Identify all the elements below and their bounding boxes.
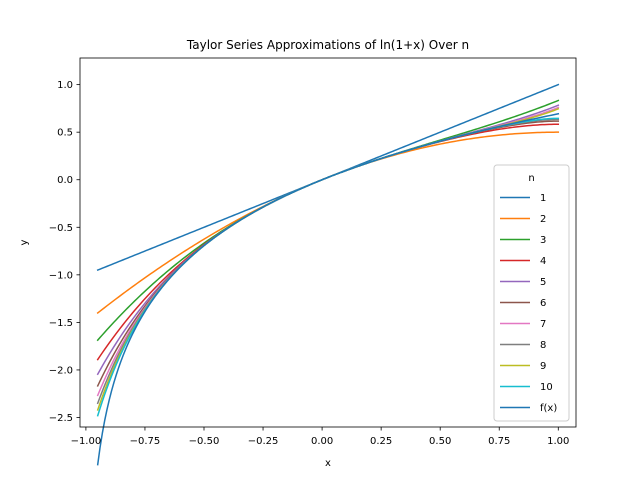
x-tick-label: −0.25 [248, 436, 279, 447]
legend-label-7: 7 [540, 319, 546, 330]
y-tick-label: −0.5 [49, 223, 73, 234]
y-tick-label: −2.0 [49, 365, 73, 376]
x-tick-label: 0.25 [370, 436, 392, 447]
legend-label-3: 3 [540, 235, 546, 246]
plot-frame [79, 57, 577, 428]
legend-label-1: 1 [540, 193, 546, 204]
x-tick-label: −1.00 [71, 436, 102, 447]
legend-label-9: 9 [540, 361, 546, 372]
legend-label-f(x): f(x) [540, 403, 557, 414]
y-tick-label: −1.0 [49, 270, 73, 281]
x-axis: −1.00 −0.75 −0.50 −0.25 0.00 0.25 0.50 0.75 1.00 [71, 427, 569, 447]
y-tick-label: −1.5 [49, 318, 73, 329]
legend-label-8: 8 [540, 340, 546, 351]
series-line-6 [96, 120, 560, 387]
y-tick-label: 1.0 [57, 80, 73, 91]
x-tick-label: −0.75 [130, 436, 161, 447]
legend: n 1 2 3 4 5 6 7 8 9 10 f(x) [493, 164, 570, 422]
series-line-9 [96, 107, 560, 411]
series-line-10 [96, 117, 560, 417]
y-tick-label: 0.0 [57, 175, 73, 186]
series-line-f(x) [96, 112, 560, 466]
y-axis: −2.5 −2.0 −1.5 −1.0 −0.5 0.0 0.5 1.0 [49, 80, 80, 424]
plot-lines [96, 83, 560, 466]
series-line-8 [96, 118, 560, 405]
legend-label-4: 4 [540, 256, 546, 267]
y-axis-label: y [19, 239, 30, 245]
legend-label-2: 2 [540, 214, 546, 225]
legend-label-10: 10 [540, 382, 553, 393]
y-tick-label: −2.5 [49, 413, 73, 424]
x-tick-label: 0.00 [311, 436, 333, 447]
x-tick-label: 0.75 [488, 436, 510, 447]
chart-title: Taylor Series Approximations of ln(1+x) … [186, 38, 469, 52]
legend-box [493, 164, 570, 422]
x-axis-label: x [325, 458, 331, 469]
y-tick-label: 0.5 [57, 128, 73, 139]
legend-entries: 1 2 3 4 5 6 7 8 9 10 f(x) [500, 193, 557, 414]
x-tick-label: −0.50 [189, 436, 220, 447]
legend-title: n [528, 173, 534, 184]
legend-label-5: 5 [540, 277, 546, 288]
x-tick-label: 1.00 [547, 436, 569, 447]
legend-label-6: 6 [540, 298, 546, 309]
series-line-5 [96, 104, 560, 376]
series-line-7 [96, 106, 560, 397]
x-tick-label: 0.50 [429, 436, 451, 447]
series-line-2 [96, 131, 560, 315]
